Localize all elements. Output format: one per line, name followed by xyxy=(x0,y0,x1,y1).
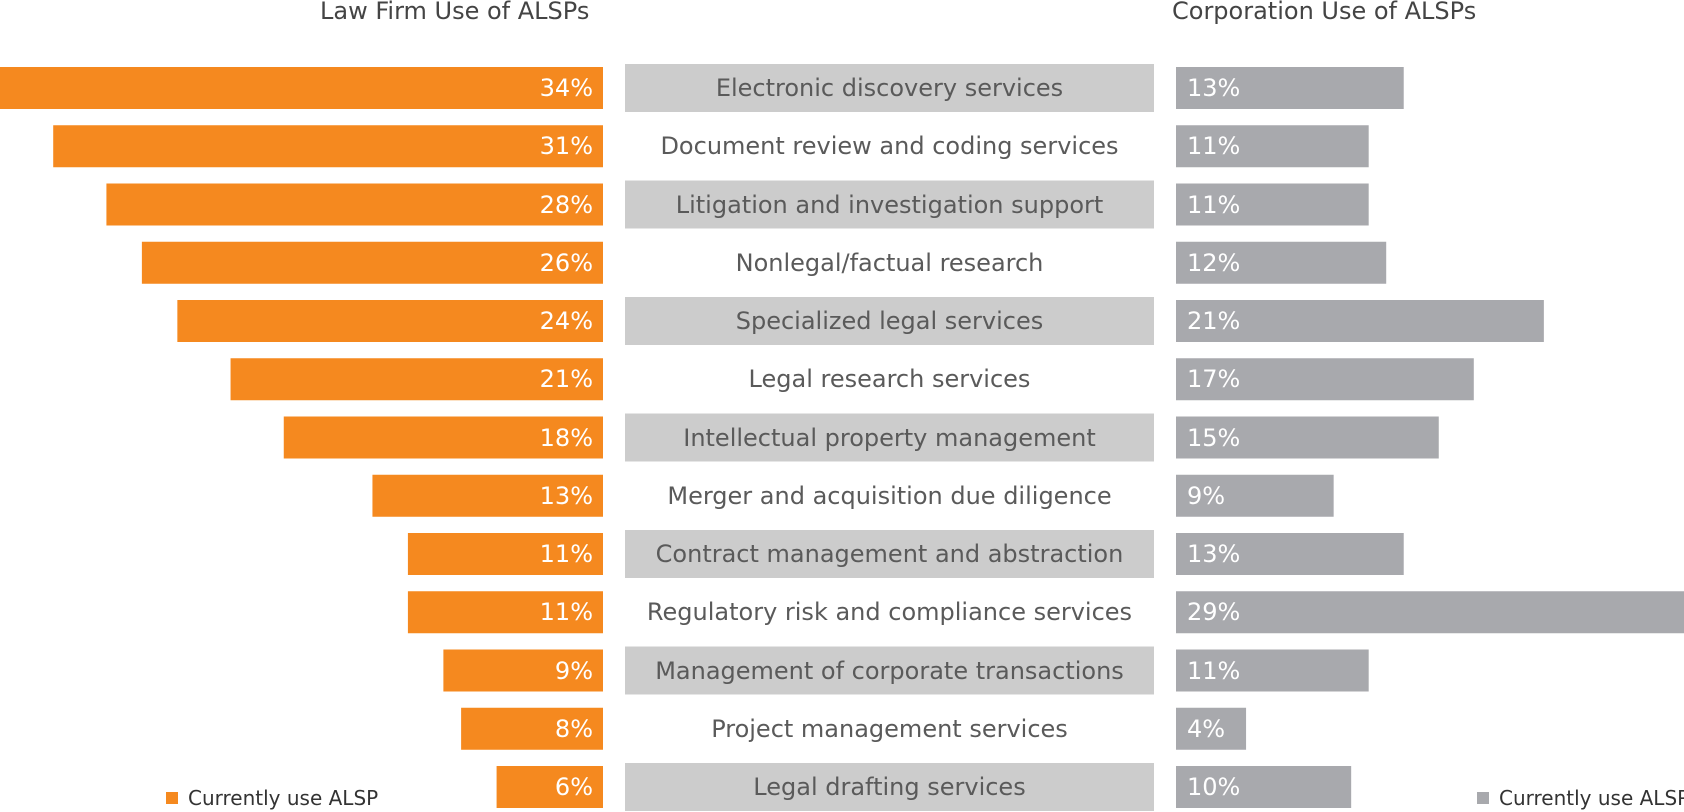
law-firm-value-label: 24% xyxy=(539,307,593,335)
corporation-value-label: 11% xyxy=(1187,190,1241,219)
law-firm-bar xyxy=(53,125,604,168)
law-firm-value-label: 34% xyxy=(539,74,593,102)
category-label: Merger and acquisition due diligence xyxy=(667,481,1112,510)
corporation-bar xyxy=(1176,707,1247,750)
legend-law-firm: Currently use ALSP xyxy=(166,784,378,812)
corporation-value-label: 21% xyxy=(1187,307,1241,335)
corporation-value-label: 12% xyxy=(1187,248,1241,277)
corporation-value-label: 9% xyxy=(1187,481,1226,510)
law-firm-value-label: 18% xyxy=(539,423,593,452)
category-label: Electronic discovery services xyxy=(715,74,1064,102)
law-firm-value-label: 21% xyxy=(539,365,593,394)
category-label: Document review and coding services xyxy=(660,132,1119,161)
law-firm-bar xyxy=(496,766,603,808)
category-band xyxy=(625,530,1154,578)
law-firm-bar xyxy=(407,591,603,634)
category-band xyxy=(625,64,1154,112)
corporation-bar xyxy=(1176,649,1369,692)
corporation-value-label: 11% xyxy=(1187,132,1241,161)
legend-label-corporation: Currently use ALSP xyxy=(1499,786,1684,810)
category-label: Regulatory risk and compliance services xyxy=(646,598,1133,627)
category-band xyxy=(625,413,1154,462)
category-label: Intellectual property management xyxy=(683,423,1096,452)
corporation-value-label: 17% xyxy=(1187,365,1241,394)
law-firm-value-label: 8% xyxy=(554,714,593,743)
law-firm-bar xyxy=(461,707,603,750)
corporation-value-label: 15% xyxy=(1187,423,1241,452)
law-firm-bar xyxy=(443,649,603,692)
corporation-bar xyxy=(1176,358,1474,401)
corporation-value-label: 11% xyxy=(1187,656,1241,685)
category-label: Project management services xyxy=(711,714,1068,743)
law-firm-bar xyxy=(0,67,603,109)
category-label: Nonlegal/factual research xyxy=(735,248,1044,277)
law-firm-value-label: 31% xyxy=(539,132,593,161)
corporation-panel-title: Corporation Use of ALSPs xyxy=(1172,0,1477,25)
law-firm-value-label: 11% xyxy=(539,598,593,627)
category-label: Litigation and investigation support xyxy=(675,190,1104,219)
corporation-bar xyxy=(1176,416,1439,459)
corporation-bar xyxy=(1176,125,1369,168)
law-firm-value-label: 9% xyxy=(554,656,593,685)
law-firm-value-label: 13% xyxy=(539,481,593,510)
category-band xyxy=(625,646,1154,695)
category-label: Management of corporate transactions xyxy=(655,656,1124,685)
corporation-bar xyxy=(1176,533,1404,575)
law-firm-panel-title: Law Firm Use of ALSPs xyxy=(320,0,590,25)
corporation-bar xyxy=(1176,183,1369,226)
category-label: Legal drafting services xyxy=(753,773,1026,801)
law-firm-bar xyxy=(372,474,603,517)
law-firm-bar xyxy=(230,358,603,401)
corporation-value-label: 13% xyxy=(1187,74,1241,102)
category-band xyxy=(625,763,1154,811)
category-label: Legal research services xyxy=(748,365,1031,394)
corporation-bar xyxy=(1176,241,1387,284)
law-firm-bar xyxy=(177,300,603,342)
legend-corporation: Currently use ALSP xyxy=(1477,784,1684,812)
category-band xyxy=(625,297,1154,345)
corporation-value-label: 29% xyxy=(1187,598,1241,627)
corporation-bar xyxy=(1176,766,1352,808)
corporation-bar xyxy=(1176,300,1544,342)
corporation-value-label: 13% xyxy=(1187,540,1241,568)
law-firm-value-label: 26% xyxy=(539,248,593,277)
corporation-bar xyxy=(1176,474,1334,517)
category-label: Specialized legal services xyxy=(735,307,1044,335)
corporation-bar xyxy=(1176,591,1684,634)
legend-swatch-corporation xyxy=(1477,791,1489,804)
law-firm-bar xyxy=(283,416,603,459)
law-firm-bar xyxy=(407,533,603,575)
law-firm-value-label: 28% xyxy=(539,190,593,219)
legend-label-law-firm: Currently use ALSP xyxy=(188,786,379,810)
category-band xyxy=(625,180,1154,229)
category-label: Contract management and abstraction xyxy=(655,540,1124,568)
law-firm-bar xyxy=(106,183,603,226)
law-firm-value-label: 6% xyxy=(554,773,593,801)
legend-swatch-law-firm xyxy=(166,791,178,804)
corporation-value-label: 10% xyxy=(1187,773,1241,801)
corporation-bar xyxy=(1176,67,1404,109)
law-firm-bar xyxy=(141,241,603,284)
law-firm-value-label: 11% xyxy=(539,540,593,568)
corporation-value-label: 4% xyxy=(1187,714,1226,743)
